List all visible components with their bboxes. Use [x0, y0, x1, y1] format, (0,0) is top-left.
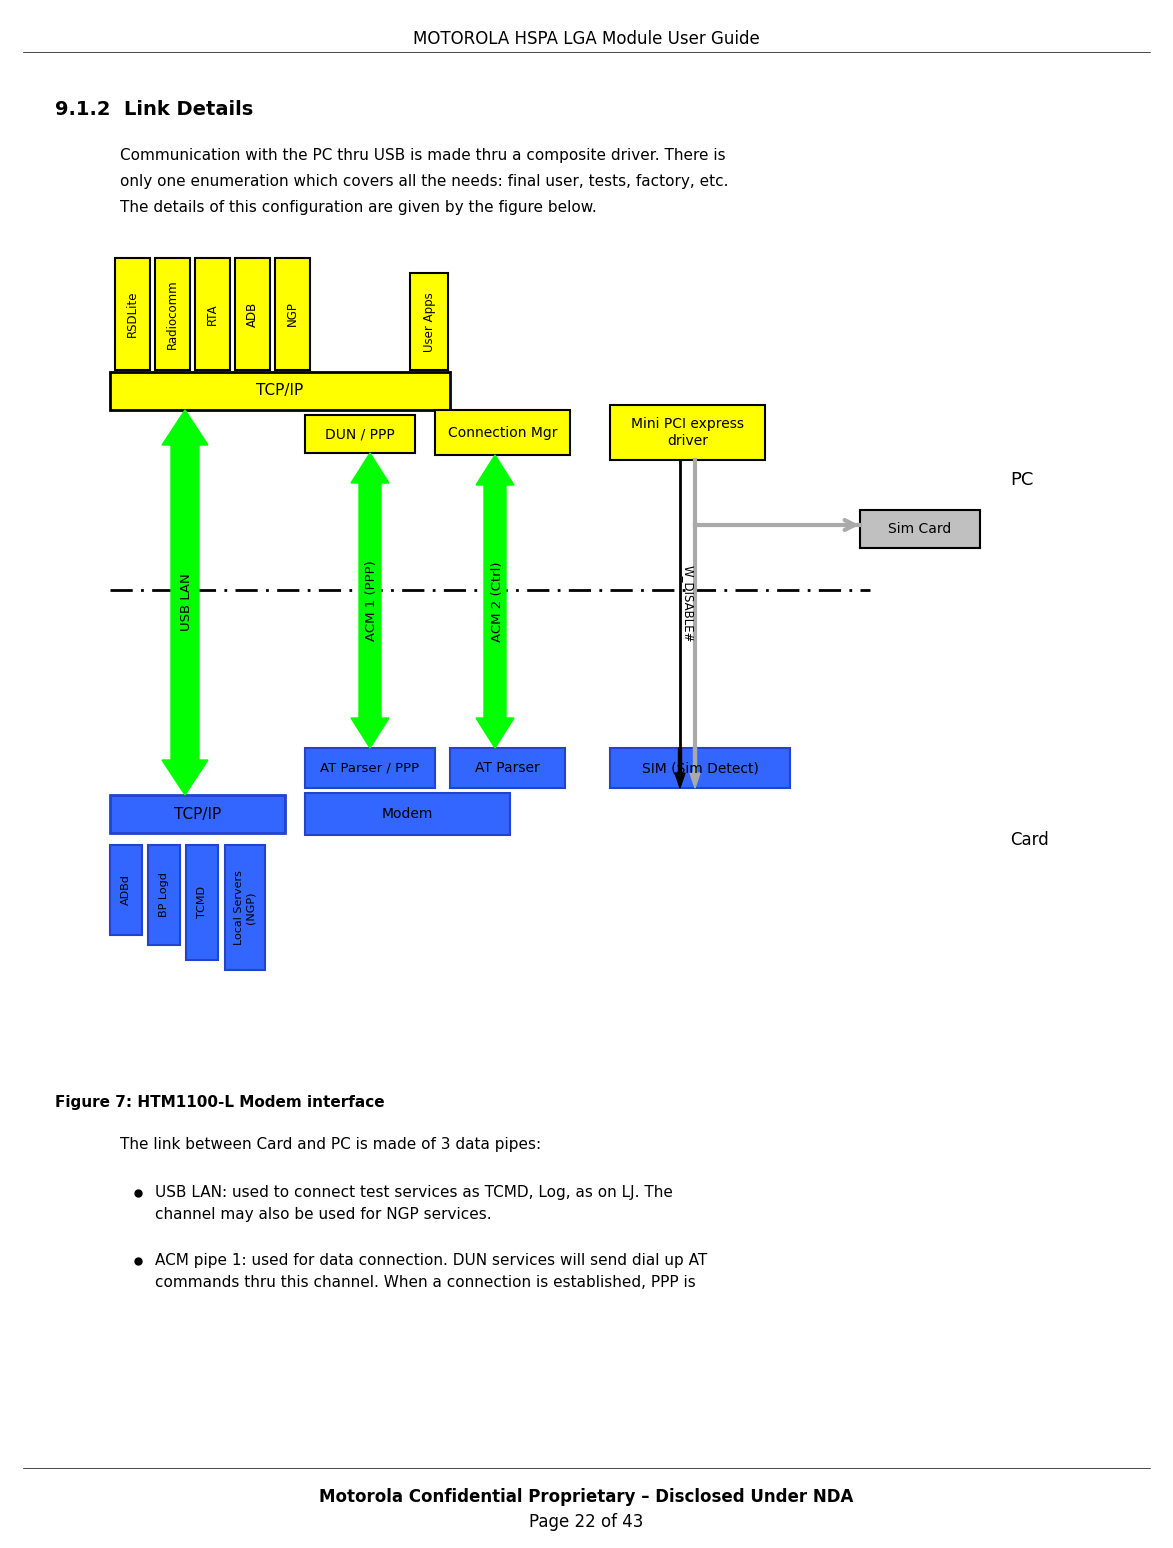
- Text: BP Logd: BP Logd: [160, 873, 169, 918]
- Text: Page 22 of 43: Page 22 of 43: [529, 1512, 644, 1531]
- Text: Modem: Modem: [382, 807, 433, 820]
- Polygon shape: [674, 748, 685, 788]
- Text: Sim Card: Sim Card: [888, 522, 951, 536]
- Text: ACM 2 (Ctrl): ACM 2 (Ctrl): [490, 562, 503, 642]
- Bar: [435, 410, 570, 455]
- Bar: [305, 793, 510, 834]
- Bar: [305, 748, 435, 788]
- Text: 9.1.2  Link Details: 9.1.2 Link Details: [55, 101, 253, 119]
- Text: USB LAN: USB LAN: [181, 574, 194, 632]
- Text: W_DISABLE#: W_DISABLE#: [682, 565, 694, 642]
- Bar: [115, 259, 150, 370]
- Bar: [860, 509, 979, 548]
- Text: Connection Mgr: Connection Mgr: [448, 426, 557, 440]
- Bar: [155, 259, 190, 370]
- Text: TCMD: TCMD: [197, 887, 206, 918]
- Text: Mini PCI express
driver: Mini PCI express driver: [631, 418, 744, 447]
- Polygon shape: [476, 455, 514, 748]
- Text: The link between Card and PC is made of 3 data pipes:: The link between Card and PC is made of …: [120, 1136, 541, 1152]
- Bar: [450, 748, 565, 788]
- Bar: [195, 259, 230, 370]
- Text: DUN / PPP: DUN / PPP: [325, 427, 395, 441]
- Text: ADBd: ADBd: [121, 875, 131, 906]
- Bar: [411, 272, 448, 370]
- Text: USB LAN: used to connect test services as TCMD, Log, as on LJ. The: USB LAN: used to connect test services a…: [155, 1186, 673, 1200]
- Text: The details of this configuration are given by the figure below.: The details of this configuration are gi…: [120, 200, 597, 215]
- Text: Figure 7: HTM1100-L Modem interface: Figure 7: HTM1100-L Modem interface: [55, 1094, 385, 1110]
- Bar: [110, 796, 285, 833]
- Text: TCP/IP: TCP/IP: [174, 807, 222, 822]
- Bar: [305, 415, 415, 454]
- Text: TCP/IP: TCP/IP: [257, 384, 304, 398]
- Text: only one enumeration which covers all the needs: final user, tests, factory, etc: only one enumeration which covers all th…: [120, 173, 728, 189]
- Text: AT Parser / PPP: AT Parser / PPP: [320, 762, 420, 774]
- Bar: [225, 845, 265, 971]
- Text: AT Parser: AT Parser: [475, 762, 540, 776]
- Text: ACM 1 (PPP): ACM 1 (PPP): [366, 560, 379, 641]
- Text: NGP: NGP: [286, 302, 299, 327]
- Bar: [110, 372, 450, 410]
- Text: MOTOROLA HSPA LGA Module User Guide: MOTOROLA HSPA LGA Module User Guide: [413, 29, 760, 48]
- Text: Card: Card: [1010, 831, 1049, 848]
- Text: RTA: RTA: [206, 303, 219, 325]
- Polygon shape: [162, 410, 208, 796]
- Text: ADB: ADB: [246, 302, 259, 327]
- Text: User Apps: User Apps: [422, 293, 435, 351]
- Bar: [187, 845, 218, 960]
- Text: Communication with the PC thru USB is made thru a composite driver. There is: Communication with the PC thru USB is ma…: [120, 149, 726, 163]
- Text: RSDLite: RSDLite: [126, 291, 138, 337]
- Polygon shape: [351, 454, 389, 748]
- Bar: [610, 748, 789, 788]
- Bar: [148, 845, 179, 944]
- Text: Local Servers
(NGP): Local Servers (NGP): [235, 870, 256, 944]
- Text: ACM pipe 1: used for data connection. DUN services will send dial up AT: ACM pipe 1: used for data connection. DU…: [155, 1252, 707, 1268]
- Bar: [274, 259, 310, 370]
- Text: Radiocomm: Radiocomm: [167, 279, 179, 348]
- Bar: [235, 259, 270, 370]
- Bar: [610, 406, 765, 460]
- Text: Motorola Confidential Proprietary – Disclosed Under NDA: Motorola Confidential Proprietary – Disc…: [319, 1488, 854, 1506]
- Text: commands thru this channel. When a connection is established, PPP is: commands thru this channel. When a conne…: [155, 1276, 696, 1289]
- Polygon shape: [690, 748, 700, 788]
- Text: SIM (Sim Detect): SIM (Sim Detect): [642, 762, 759, 776]
- Bar: [110, 845, 142, 935]
- Text: channel may also be used for NGP services.: channel may also be used for NGP service…: [155, 1207, 491, 1221]
- Text: PC: PC: [1010, 471, 1033, 489]
